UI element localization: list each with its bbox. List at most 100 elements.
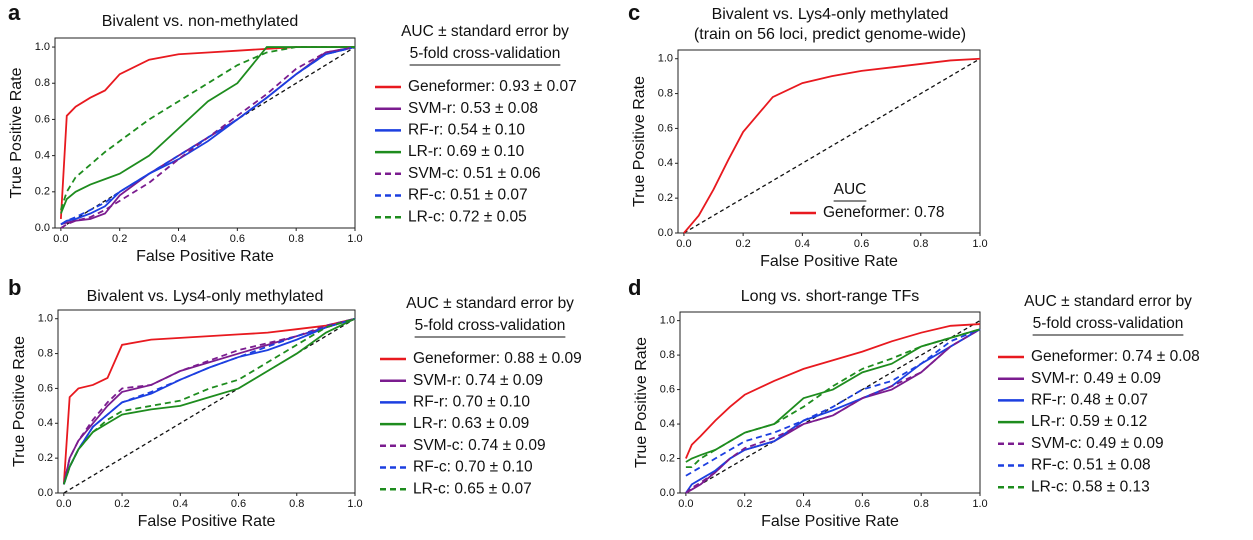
panel-letter: b	[8, 275, 21, 300]
y-tick-label: 0.2	[658, 192, 673, 204]
legend-label: LR-c: 0.65 ± 0.07	[413, 480, 532, 497]
x-tick-label: 1.0	[347, 233, 362, 245]
panel-letter: d	[628, 275, 641, 300]
legend-title: 5-fold cross-validation	[415, 317, 566, 334]
legend-label: SVM-c: 0.51 ± 0.06	[408, 165, 541, 182]
chart-title: Long vs. short-range TFs	[741, 288, 919, 305]
legend-label: LR-c: 0.72 ± 0.05	[408, 208, 527, 225]
legend-label: RF-c: 0.70 ± 0.10	[413, 459, 533, 476]
x-tick-label: 0.0	[56, 498, 71, 510]
y-tick-label: 0.0	[658, 227, 673, 239]
roc-curve	[60, 46, 355, 214]
x-tick-label: 1.0	[972, 238, 987, 250]
y-tick-label: 1.0	[658, 53, 673, 65]
legend-label: RF-r: 0.54 ± 0.10	[408, 121, 525, 138]
x-tick-label: 0.0	[676, 238, 691, 250]
y-tick-label: 0.0	[35, 222, 50, 234]
y-tick-label: 0.4	[35, 150, 50, 162]
legend-label: Geneformer: 0.74 ± 0.08	[1031, 348, 1200, 365]
x-tick-label: 0.4	[796, 498, 811, 510]
legend-label: RF-c: 0.51 ± 0.07	[408, 187, 528, 204]
plot-frame	[677, 49, 981, 234]
x-axis-label: False Positive Rate	[761, 513, 899, 530]
x-axis-label: False Positive Rate	[138, 513, 276, 530]
y-axis-label: True Positive Rate	[631, 76, 648, 207]
legend-label: SVM-r: 0.74 ± 0.09	[413, 372, 543, 389]
roc-curve	[685, 328, 981, 469]
x-tick-label: 0.6	[854, 238, 869, 250]
panel-letter: a	[8, 0, 21, 25]
x-tick-label: 0.8	[913, 238, 928, 250]
x-tick-label: 0.0	[678, 498, 693, 510]
legend-label: Geneformer: 0.78	[823, 204, 944, 221]
chart-title: Bivalent vs. Lys4-only methylated	[87, 288, 324, 305]
roc-curve	[60, 46, 355, 211]
x-axis-label: False Positive Rate	[136, 248, 274, 265]
legend-label: LR-r: 0.69 ± 0.10	[408, 143, 525, 160]
legend-title: 5-fold cross-validation	[410, 45, 561, 62]
legend-label: LR-r: 0.59 ± 0.12	[1031, 413, 1147, 430]
legend-label: SVM-r: 0.53 ± 0.08	[408, 100, 538, 117]
y-axis-label: True Positive Rate	[8, 67, 25, 198]
y-tick-label: 0.0	[38, 487, 53, 499]
legend-label: SVM-c: 0.74 ± 0.09	[413, 437, 546, 454]
legend-title: AUC ± standard error by	[401, 23, 569, 40]
reference-diagonal	[683, 58, 981, 234]
roc-curve	[62, 317, 356, 485]
y-tick-label: 0.2	[35, 186, 50, 198]
y-axis-label: True Positive Rate	[633, 337, 650, 468]
legend-label: Geneformer: 0.93 ± 0.07	[408, 78, 577, 95]
roc-curve	[685, 328, 981, 494]
x-tick-label: 0.2	[114, 498, 129, 510]
legend-label: Geneformer: 0.88 ± 0.09	[413, 350, 582, 367]
chart-title: Bivalent vs. non-methylated	[102, 13, 299, 30]
x-axis-label: False Positive Rate	[760, 253, 898, 270]
y-tick-label: 0.2	[38, 452, 53, 464]
roc-curve	[685, 323, 981, 459]
legend-label: SVM-c: 0.49 ± 0.09	[1031, 435, 1164, 452]
y-tick-label: 0.8	[35, 77, 50, 89]
plot-frame	[57, 309, 356, 494]
x-tick-label: 0.6	[231, 498, 246, 510]
panel-letter: c	[628, 0, 640, 25]
roc-curve	[62, 317, 356, 485]
y-tick-label: 0.6	[660, 383, 675, 395]
roc-curve	[685, 328, 981, 494]
legend-label: RF-c: 0.51 ± 0.08	[1031, 457, 1151, 474]
y-tick-label: 0.8	[38, 347, 53, 359]
x-tick-label: 0.2	[112, 233, 127, 245]
y-tick-label: 0.4	[38, 417, 53, 429]
x-tick-label: 0.4	[795, 238, 810, 250]
chart-subtitle: (train on 56 loci, predict genome-wide)	[694, 26, 966, 43]
y-tick-label: 1.0	[35, 41, 50, 53]
legend-label: LR-c: 0.58 ± 0.13	[1031, 478, 1150, 495]
y-tick-label: 0.6	[658, 122, 673, 134]
x-tick-label: 0.2	[737, 498, 752, 510]
x-tick-label: 0.6	[230, 233, 245, 245]
y-tick-label: 0.6	[38, 382, 53, 394]
x-tick-label: 0.4	[173, 498, 188, 510]
y-tick-label: 0.8	[658, 87, 673, 99]
legend-label: LR-r: 0.63 ± 0.09	[413, 415, 529, 432]
roc-curve	[685, 328, 981, 477]
plot-frame	[679, 311, 981, 494]
roc-curve	[60, 46, 356, 226]
y-tick-label: 0.4	[660, 418, 675, 430]
y-tick-label: 0.8	[660, 349, 675, 361]
plot-frame	[54, 37, 356, 229]
x-tick-label: 0.8	[914, 498, 929, 510]
y-axis-label: True Positive Rate	[11, 336, 28, 467]
legend-title: AUC ± standard error by	[406, 295, 574, 312]
legend-title: AUC	[834, 181, 867, 198]
x-tick-label: 1.0	[347, 498, 362, 510]
y-tick-label: 0.0	[660, 487, 675, 499]
legend-label: RF-r: 0.48 ± 0.07	[1031, 391, 1148, 408]
roc-curve	[683, 57, 981, 234]
x-tick-label: 0.0	[53, 233, 68, 245]
roc-curve	[60, 46, 356, 226]
legend-title: 5-fold cross-validation	[1033, 315, 1184, 332]
chart-title: Bivalent vs. Lys4-only methylated	[712, 6, 949, 23]
y-tick-label: 0.6	[35, 113, 50, 125]
